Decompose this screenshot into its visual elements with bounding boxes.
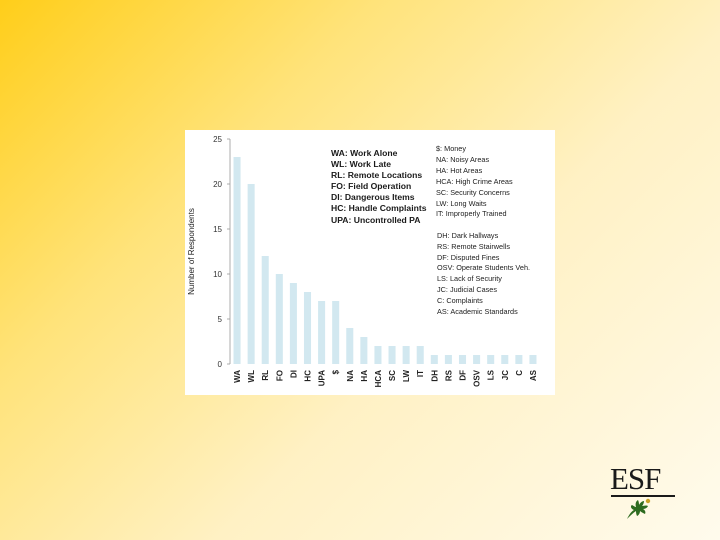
bar-C bbox=[515, 355, 523, 364]
x-tick-label: JC bbox=[501, 370, 510, 380]
legend-tertiary-entry: RS: Remote Stairwells bbox=[437, 241, 510, 251]
bar-SC bbox=[388, 346, 396, 364]
y-tick-label: 15 bbox=[213, 225, 222, 234]
legend-main-entry: FO: Field Operation bbox=[331, 181, 412, 192]
esf-logo: ESF bbox=[608, 462, 680, 522]
bar-LS bbox=[487, 355, 495, 364]
bar-UPA bbox=[318, 301, 326, 364]
y-tick-label: 20 bbox=[213, 180, 222, 189]
x-tick-label: UPA bbox=[318, 370, 327, 387]
legend-main-entry: RL: Remote Locations bbox=[331, 170, 423, 181]
legend-tertiary: DH: Dark Hallways RS: Remote Stairwells … bbox=[437, 231, 530, 317]
bar-chart: 0 5 10 15 20 25 Number of Respondents WA WL RL FO D… bbox=[187, 135, 538, 388]
x-tick-label: HA bbox=[360, 370, 369, 382]
legend-secondary: $: Money NA: Noisy Areas HA: Hot Areas H… bbox=[436, 144, 513, 220]
logo-rule bbox=[611, 495, 675, 497]
legend-secondary-entry: HCA: High Crime Areas bbox=[436, 176, 513, 186]
legend-main-entry: HC: Handle Complaints bbox=[331, 203, 427, 214]
legend-main: WA: Work Alone WL: Work Late RL: Remote … bbox=[331, 148, 427, 226]
bar-WL bbox=[247, 184, 255, 364]
legend-main-entry: WA: Work Alone bbox=[331, 148, 398, 158]
bar-RS bbox=[444, 355, 452, 364]
y-tick-label: 5 bbox=[218, 315, 223, 324]
x-tick-label: RL bbox=[261, 370, 270, 381]
bar-JC bbox=[501, 355, 509, 364]
y-tick-label: 10 bbox=[213, 270, 222, 279]
bar-NA bbox=[346, 328, 354, 364]
legend-tertiary-entry: DH: Dark Hallways bbox=[437, 231, 499, 240]
legend-tertiary-entry: LS: Lack of Security bbox=[437, 274, 502, 284]
legend-secondary-entry: LW: Long Waits bbox=[436, 198, 487, 208]
bar-WA bbox=[233, 157, 241, 364]
bar-HCA bbox=[374, 346, 382, 364]
bar-HC bbox=[303, 292, 312, 364]
bar-DF bbox=[458, 355, 467, 364]
x-tick-label: DI bbox=[289, 370, 298, 378]
bar-$ bbox=[332, 301, 340, 364]
x-tick-label: WA bbox=[233, 370, 242, 383]
x-tick-label: LS bbox=[487, 369, 496, 380]
x-tick-label: DF bbox=[459, 370, 468, 381]
legend-secondary-entry: $: Money bbox=[436, 144, 467, 153]
x-tick-label: $ bbox=[332, 369, 341, 374]
bar-HA bbox=[360, 337, 368, 364]
legend-tertiary-entry: JC: Judicial Cases bbox=[437, 284, 498, 294]
y-axis-title: Number of Respondents bbox=[187, 208, 196, 295]
y-tick-label: 0 bbox=[218, 360, 223, 369]
logo-text: ESF bbox=[610, 461, 661, 496]
legend-main-entry: UPA: Uncontrolled PA bbox=[331, 214, 421, 225]
legend-secondary-entry: NA: Noisy Areas bbox=[436, 154, 490, 164]
oak-leaf-icon bbox=[627, 498, 651, 519]
bar-FO bbox=[275, 274, 283, 364]
x-tick-label: IT bbox=[416, 370, 425, 377]
x-tick-label: DH bbox=[430, 370, 439, 382]
legend-secondary-entry: HA: Hot Areas bbox=[436, 165, 483, 175]
chart-panel: 0 5 10 15 20 25 Number of Respondents WA WL RL FO D… bbox=[185, 130, 555, 395]
bar-DH bbox=[430, 355, 438, 364]
x-tick-label: SC bbox=[388, 370, 397, 381]
x-tick-label: WL bbox=[247, 370, 256, 383]
bar-OSV bbox=[473, 355, 481, 364]
legend-tertiary-entry: AS: Academic Standards bbox=[437, 306, 518, 316]
x-tick-label: OSV bbox=[473, 369, 482, 387]
bar-DI bbox=[289, 283, 297, 364]
x-tick-label: LW bbox=[402, 370, 411, 382]
x-tick-label: AS bbox=[529, 369, 538, 381]
legend-main-entry: DI: Dangerous Items bbox=[331, 192, 415, 203]
legend-tertiary-entry: DF: Disputed Fines bbox=[437, 252, 500, 262]
y-tick-label: 25 bbox=[213, 135, 222, 144]
bar-AS bbox=[529, 355, 537, 364]
x-tick-label: HCA bbox=[374, 370, 383, 388]
x-tick-label: FO bbox=[275, 370, 284, 381]
legend-tertiary-entry: OSV: Operate Students Veh. bbox=[437, 263, 531, 273]
x-tick-label: NA bbox=[346, 370, 355, 382]
x-tick-label: HC bbox=[304, 370, 313, 382]
legend-main-entry: WL: Work Late bbox=[331, 159, 391, 170]
bar-RL bbox=[261, 256, 269, 364]
x-tick-label: RS bbox=[444, 369, 453, 381]
legend-tertiary-entry: C: Complaints bbox=[437, 295, 483, 305]
legend-secondary-entry: IT: Improperly Trained bbox=[436, 209, 507, 219]
bar-LW bbox=[402, 346, 410, 364]
legend-secondary-entry: SC: Security Concerns bbox=[436, 187, 510, 197]
x-tick-label: C bbox=[515, 370, 524, 376]
bar-IT bbox=[416, 346, 424, 364]
